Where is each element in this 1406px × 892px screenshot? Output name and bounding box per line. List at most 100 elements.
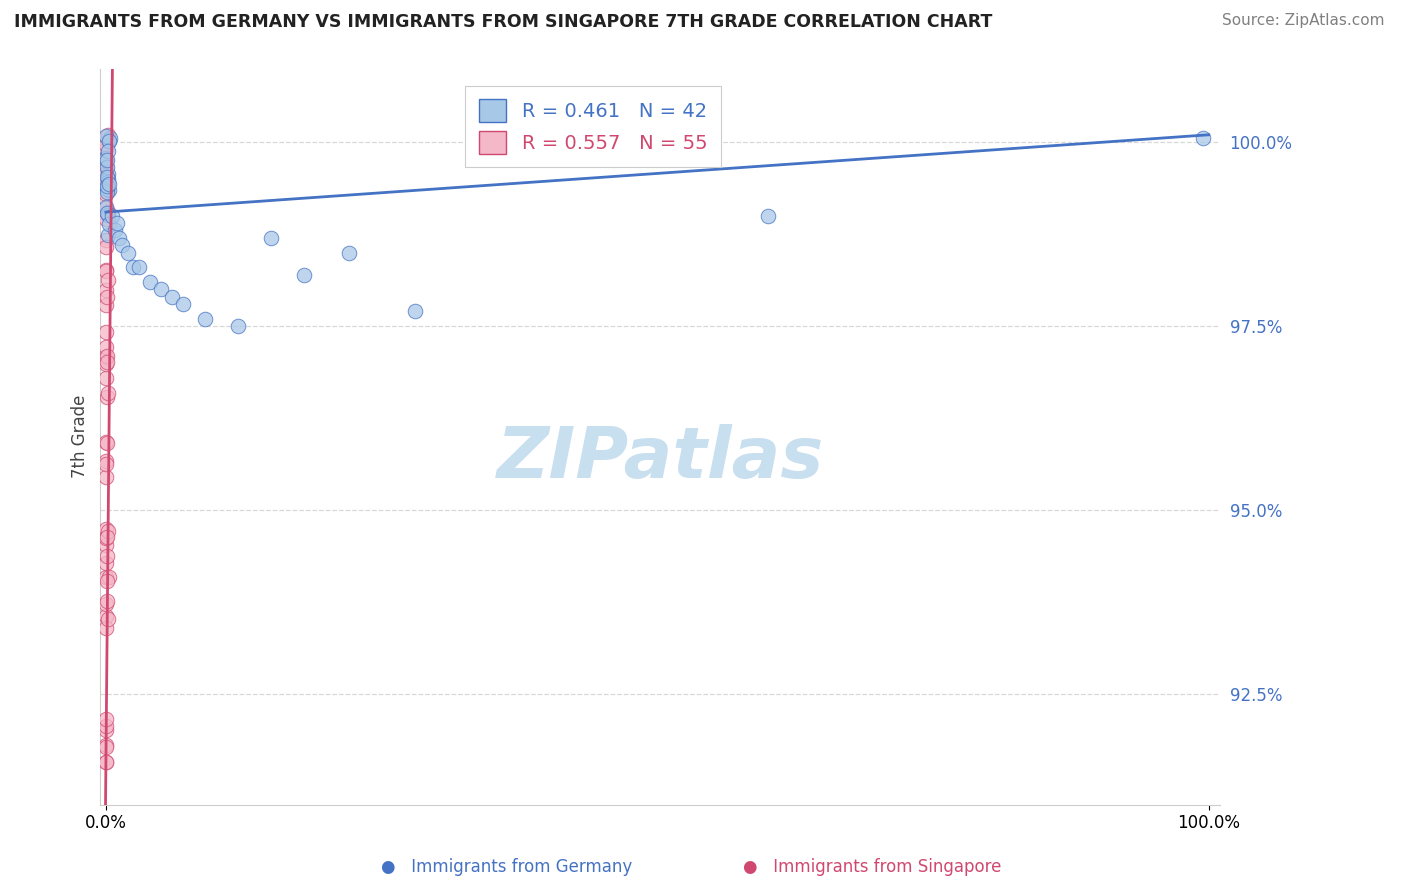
Point: [1192, 131, 1215, 145]
Point: [97, 524, 120, 539]
Point: [94, 739, 117, 753]
Point: [94, 201, 117, 215]
Point: [94, 138, 117, 153]
Point: [94, 233, 117, 247]
Point: [94, 142, 117, 156]
Point: [96, 178, 118, 193]
Point: [94, 457, 117, 471]
Point: [160, 290, 183, 304]
Point: [97, 205, 120, 219]
Point: [96, 549, 118, 564]
Point: [101, 209, 124, 223]
Point: [94, 740, 117, 755]
Point: [96, 349, 118, 363]
Y-axis label: 7th Grade: 7th Grade: [72, 395, 89, 478]
Point: [94, 557, 117, 571]
Point: [94, 211, 117, 226]
Text: ●   Immigrants from Germany: ● Immigrants from Germany: [381, 858, 631, 876]
Point: [97, 167, 120, 181]
Point: [97, 128, 120, 143]
Point: [94, 358, 117, 372]
Point: [96, 391, 118, 405]
Point: [108, 231, 131, 245]
Point: [117, 245, 139, 260]
Point: [96, 175, 118, 189]
Point: [194, 311, 217, 326]
Point: [139, 275, 162, 289]
Point: [94, 341, 117, 355]
Point: [94, 262, 117, 277]
Point: [97, 172, 120, 186]
Point: [94, 470, 117, 484]
Point: [94, 240, 117, 254]
Text: IMMIGRANTS FROM GERMANY VS IMMIGRANTS FROM SINGAPORE 7TH GRADE CORRELATION CHART: IMMIGRANTS FROM GERMANY VS IMMIGRANTS FR…: [14, 13, 993, 31]
Point: [94, 755, 117, 769]
Point: [98, 131, 121, 145]
Point: [94, 153, 117, 167]
Point: [94, 719, 117, 733]
Legend: R = 0.461   N = 42, R = 0.557   N = 55: R = 0.461 N = 42, R = 0.557 N = 55: [465, 86, 721, 168]
Point: [97, 178, 120, 192]
Point: [94, 434, 117, 449]
Point: [94, 723, 117, 738]
Point: [94, 186, 117, 201]
Point: [98, 183, 121, 197]
Text: ●   Immigrants from Singapore: ● Immigrants from Singapore: [742, 858, 1001, 876]
Point: [756, 209, 779, 223]
Point: [97, 612, 120, 626]
Text: Source: ZipAtlas.com: Source: ZipAtlas.com: [1222, 13, 1385, 29]
Point: [94, 264, 117, 278]
Point: [96, 355, 118, 369]
Point: [96, 153, 118, 167]
Point: [94, 608, 117, 623]
Point: [294, 268, 316, 282]
Point: [94, 570, 117, 584]
Point: [96, 129, 118, 144]
Point: [96, 435, 118, 450]
Point: [122, 260, 145, 275]
Point: [94, 371, 117, 385]
Point: [96, 182, 118, 196]
Point: [98, 217, 121, 231]
Point: [96, 151, 118, 165]
Point: [96, 574, 118, 588]
Point: [104, 223, 127, 237]
Point: [96, 170, 118, 185]
Point: [94, 621, 117, 635]
Point: [96, 206, 118, 220]
Point: [128, 260, 150, 275]
Point: [94, 532, 117, 546]
Point: [94, 298, 117, 312]
Point: [96, 273, 118, 287]
Point: [226, 319, 249, 334]
Point: [404, 304, 426, 318]
Point: [96, 161, 118, 175]
Point: [94, 756, 117, 770]
Point: [150, 282, 173, 296]
Point: [94, 597, 117, 611]
Point: [94, 283, 117, 297]
Point: [172, 297, 194, 311]
Point: [94, 522, 117, 536]
Point: [105, 216, 128, 230]
Point: [96, 290, 118, 304]
Point: [96, 594, 118, 608]
Point: [111, 238, 134, 252]
Point: [98, 134, 121, 148]
Point: [97, 228, 120, 243]
Point: [96, 166, 118, 180]
Point: [96, 530, 118, 544]
Point: [96, 186, 118, 200]
Point: [337, 245, 360, 260]
Point: [97, 134, 120, 148]
Point: [97, 208, 120, 222]
Point: [94, 712, 117, 726]
Point: [94, 350, 117, 364]
Point: [97, 144, 120, 158]
Point: [260, 231, 283, 245]
Point: [96, 200, 118, 214]
Point: [94, 538, 117, 552]
Point: [97, 386, 120, 401]
Point: [94, 326, 117, 340]
Point: [97, 570, 120, 584]
